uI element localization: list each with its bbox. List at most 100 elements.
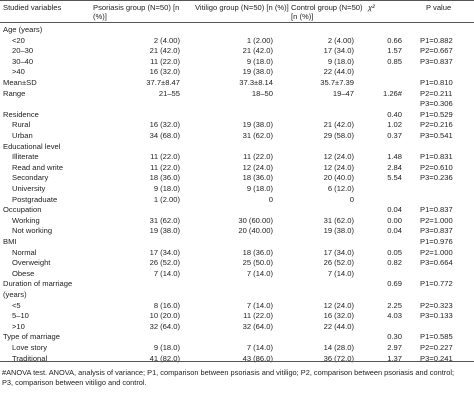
psoriasis-cell: 37.7±8.47 <box>146 78 180 87</box>
control-cell: 17 (34.0) <box>323 46 354 56</box>
psoriasis-cell: 9 (18.0) <box>153 343 180 352</box>
psoriasis-cell: 18 (36.0) <box>149 173 180 183</box>
psoriasis-cell: 2 (4.00) <box>153 35 180 45</box>
vitiligo-cell: 20 (40.00) <box>238 226 273 236</box>
control-cell: 26 (52.0) <box>323 258 354 268</box>
row-label: Duration of marriage <box>3 279 73 289</box>
p-value-cell: P1=0.772 <box>420 279 453 289</box>
control-cell: 20 (40.0) <box>323 173 354 183</box>
chi-square-cell: 0.37 <box>387 131 402 140</box>
p-value-cell: P1=0.831 <box>420 152 453 162</box>
p-value-cell: P3=0.241 <box>420 353 453 363</box>
p-value-cell: P1=0.976 <box>420 237 453 246</box>
row-label: Overweight <box>12 258 51 268</box>
chi-square-cell: 0.00 <box>387 215 402 225</box>
row-label: 30–40 <box>12 56 34 66</box>
header-psoriasis-group: Psoriasis group (N=50) [n (%)] <box>93 3 180 21</box>
footnote-line-2: P3, comparison between vitiligo and cont… <box>2 378 147 387</box>
psoriasis-cell: 10 (20.0) <box>149 311 180 321</box>
vitiligo-cell: 37.3±8.14 <box>239 78 273 87</box>
control-cell: 17 (34.0) <box>323 247 354 257</box>
vitiligo-cell: 18 (36.0) <box>242 173 273 183</box>
header-rule <box>0 22 474 23</box>
row-label: (years) <box>3 290 27 299</box>
psoriasis-cell: 7 (14.0) <box>153 268 180 278</box>
row-label: Traditional <box>12 353 48 363</box>
psoriasis-cell: 1 (2.00) <box>153 194 180 204</box>
row-label: Occupation <box>3 205 42 215</box>
vitiligo-cell: 7 (14.0) <box>246 300 273 310</box>
row-label: Rural <box>12 120 31 130</box>
vitiligo-cell: 1 (2.00) <box>246 35 273 45</box>
row-label: Postgraduate <box>12 194 58 204</box>
bottom-rule <box>0 361 474 362</box>
vitiligo-cell: 9 (18.0) <box>246 56 273 66</box>
row-label: Illiterate <box>12 152 39 162</box>
row-label: Love story <box>12 343 48 352</box>
control-cell: 12 (24.0) <box>323 162 354 172</box>
psoriasis-cell: 41 (82.0) <box>149 353 180 363</box>
row-label: Normal <box>12 247 37 257</box>
vitiligo-cell: 30 (60.00) <box>238 215 273 225</box>
p-value-cell: P3=0.133 <box>420 311 453 321</box>
row-label: Type of marriage <box>3 332 60 342</box>
control-cell: 31 (62.0) <box>323 215 354 225</box>
chi-square-cell: 0.66 <box>387 35 402 45</box>
row-label: 20–30 <box>12 46 34 56</box>
p-value-cell: P1=0.529 <box>420 109 453 119</box>
p-value-cell: P1=0.810 <box>420 78 453 87</box>
row-label: Not working <box>12 226 53 236</box>
control-cell: 21 (42.0) <box>323 120 354 130</box>
vitiligo-cell: 18 (36.0) <box>242 247 273 257</box>
psoriasis-cell: 19 (38.0) <box>149 226 180 236</box>
vitiligo-cell: 12 (24.0) <box>242 162 273 172</box>
row-label: Urban <box>12 131 33 140</box>
p-value-cell: P3=0.306 <box>420 99 453 109</box>
control-cell: 14 (28.0) <box>323 343 354 352</box>
row-label: >10 <box>12 321 25 331</box>
p-value-cell: P2=1.000 <box>420 247 453 257</box>
p-value-cell: P2=0.667 <box>420 46 453 56</box>
chi-square-cell: 0.69 <box>387 279 402 289</box>
control-cell: 22 (44.0) <box>323 321 354 331</box>
psoriasis-cell: 31 (62.0) <box>149 215 180 225</box>
chi-square-cell: 1.02 <box>387 120 402 130</box>
row-label: Obese <box>12 268 35 278</box>
control-cell: 16 (32.0) <box>323 311 354 321</box>
vitiligo-cell: 9 (18.0) <box>246 184 273 193</box>
psoriasis-cell: 9 (18.0) <box>153 184 180 193</box>
chi-square-cell: 1.48 <box>387 152 402 162</box>
vitiligo-cell: 18–50 <box>251 88 273 98</box>
psoriasis-cell: 11 (22.0) <box>150 162 180 172</box>
chi-square-cell: 1.26# <box>382 88 402 98</box>
chi-square-cell: 0.85 <box>387 56 402 66</box>
vitiligo-cell: 31 (62.0) <box>242 131 273 140</box>
p-value-cell: P1=0.837 <box>420 205 453 215</box>
header-vitiligo-group: Vitiligo group (N=50) [n (%)] <box>195 3 289 12</box>
header-chi-square: χ² <box>368 3 375 12</box>
vitiligo-cell: 43 (86.0) <box>242 353 273 363</box>
vitiligo-cell: 7 (14.0) <box>246 268 273 278</box>
chi-square-cell: 1.57 <box>387 46 402 56</box>
p-value-cell: P2=0.323 <box>420 300 453 310</box>
control-cell: 22 (44.0) <box>323 67 354 77</box>
vitiligo-cell: 19 (38.0) <box>242 67 273 77</box>
header-control-group: Control group (N=50) [n (%)] <box>291 3 363 21</box>
p-value-cell: P3=0.236 <box>420 173 453 183</box>
vitiligo-cell: 11 (22.0) <box>243 311 273 321</box>
chi-square-cell: 5.54 <box>387 173 402 183</box>
p-value-cell: P3=0.541 <box>420 131 453 140</box>
control-cell: 35.7±7.39 <box>320 78 354 87</box>
vitiligo-cell: 32 (64.0) <box>242 321 273 331</box>
top-rule <box>0 0 474 1</box>
chi-square-cell: 4.03 <box>387 311 402 321</box>
psoriasis-cell: 17 (34.0) <box>149 247 180 257</box>
chi-square-cell: 0.82 <box>387 258 402 268</box>
vitiligo-cell: 21 (42.0) <box>242 46 273 56</box>
p-value-cell: P2=0.216 <box>420 120 453 130</box>
row-label: <5 <box>12 300 21 310</box>
row-label: Educational level <box>3 141 61 151</box>
control-cell: 29 (58.0) <box>323 131 354 140</box>
psoriasis-cell: 21–55 <box>158 88 180 98</box>
